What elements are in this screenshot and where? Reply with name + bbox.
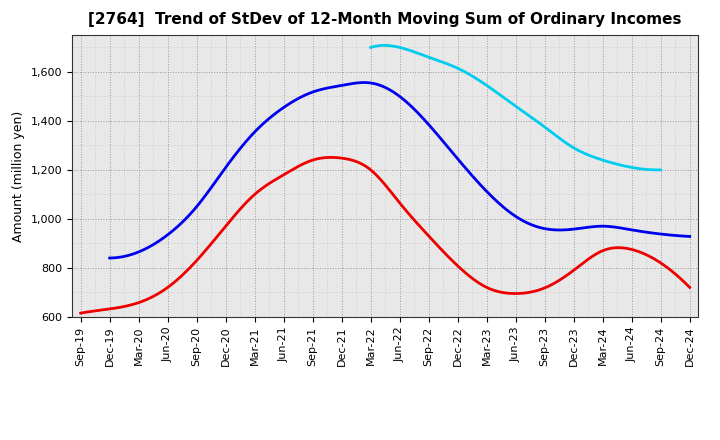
5 Years xyxy=(105,255,114,260)
3 Years xyxy=(441,251,449,256)
3 Years xyxy=(631,248,639,253)
5 Years xyxy=(451,153,459,158)
5 Years xyxy=(685,234,694,239)
5 Years xyxy=(107,255,116,260)
7 Years xyxy=(540,124,549,129)
5 Years xyxy=(453,155,462,161)
7 Years xyxy=(545,128,554,133)
Line: 3 Years: 3 Years xyxy=(81,158,690,313)
7 Years xyxy=(366,45,375,50)
3 Years xyxy=(451,261,460,266)
7 Years xyxy=(367,44,376,50)
5 Years xyxy=(359,80,368,85)
Line: 5 Years: 5 Years xyxy=(109,83,690,258)
7 Years xyxy=(654,167,662,172)
3 Years xyxy=(592,251,600,257)
Title: [2764]  Trend of StDev of 12-Month Moving Sum of Ordinary Incomes: [2764] Trend of StDev of 12-Month Moving… xyxy=(89,12,682,27)
7 Years xyxy=(657,167,665,172)
5 Years xyxy=(596,224,605,229)
5 Years xyxy=(462,167,471,172)
3 Years xyxy=(76,311,85,316)
7 Years xyxy=(380,43,389,48)
7 Years xyxy=(612,161,621,167)
Y-axis label: Amount (million yen): Amount (million yen) xyxy=(12,110,25,242)
3 Years xyxy=(685,285,694,290)
Legend: 3 Years, 5 Years, 7 Years, 10 Years: 3 Years, 5 Years, 7 Years, 10 Years xyxy=(188,434,582,440)
3 Years xyxy=(78,310,87,315)
3 Years xyxy=(439,249,448,254)
Line: 7 Years: 7 Years xyxy=(371,45,661,170)
3 Years xyxy=(327,155,336,160)
7 Years xyxy=(539,123,548,128)
5 Years xyxy=(633,228,642,234)
7 Years xyxy=(630,165,639,171)
